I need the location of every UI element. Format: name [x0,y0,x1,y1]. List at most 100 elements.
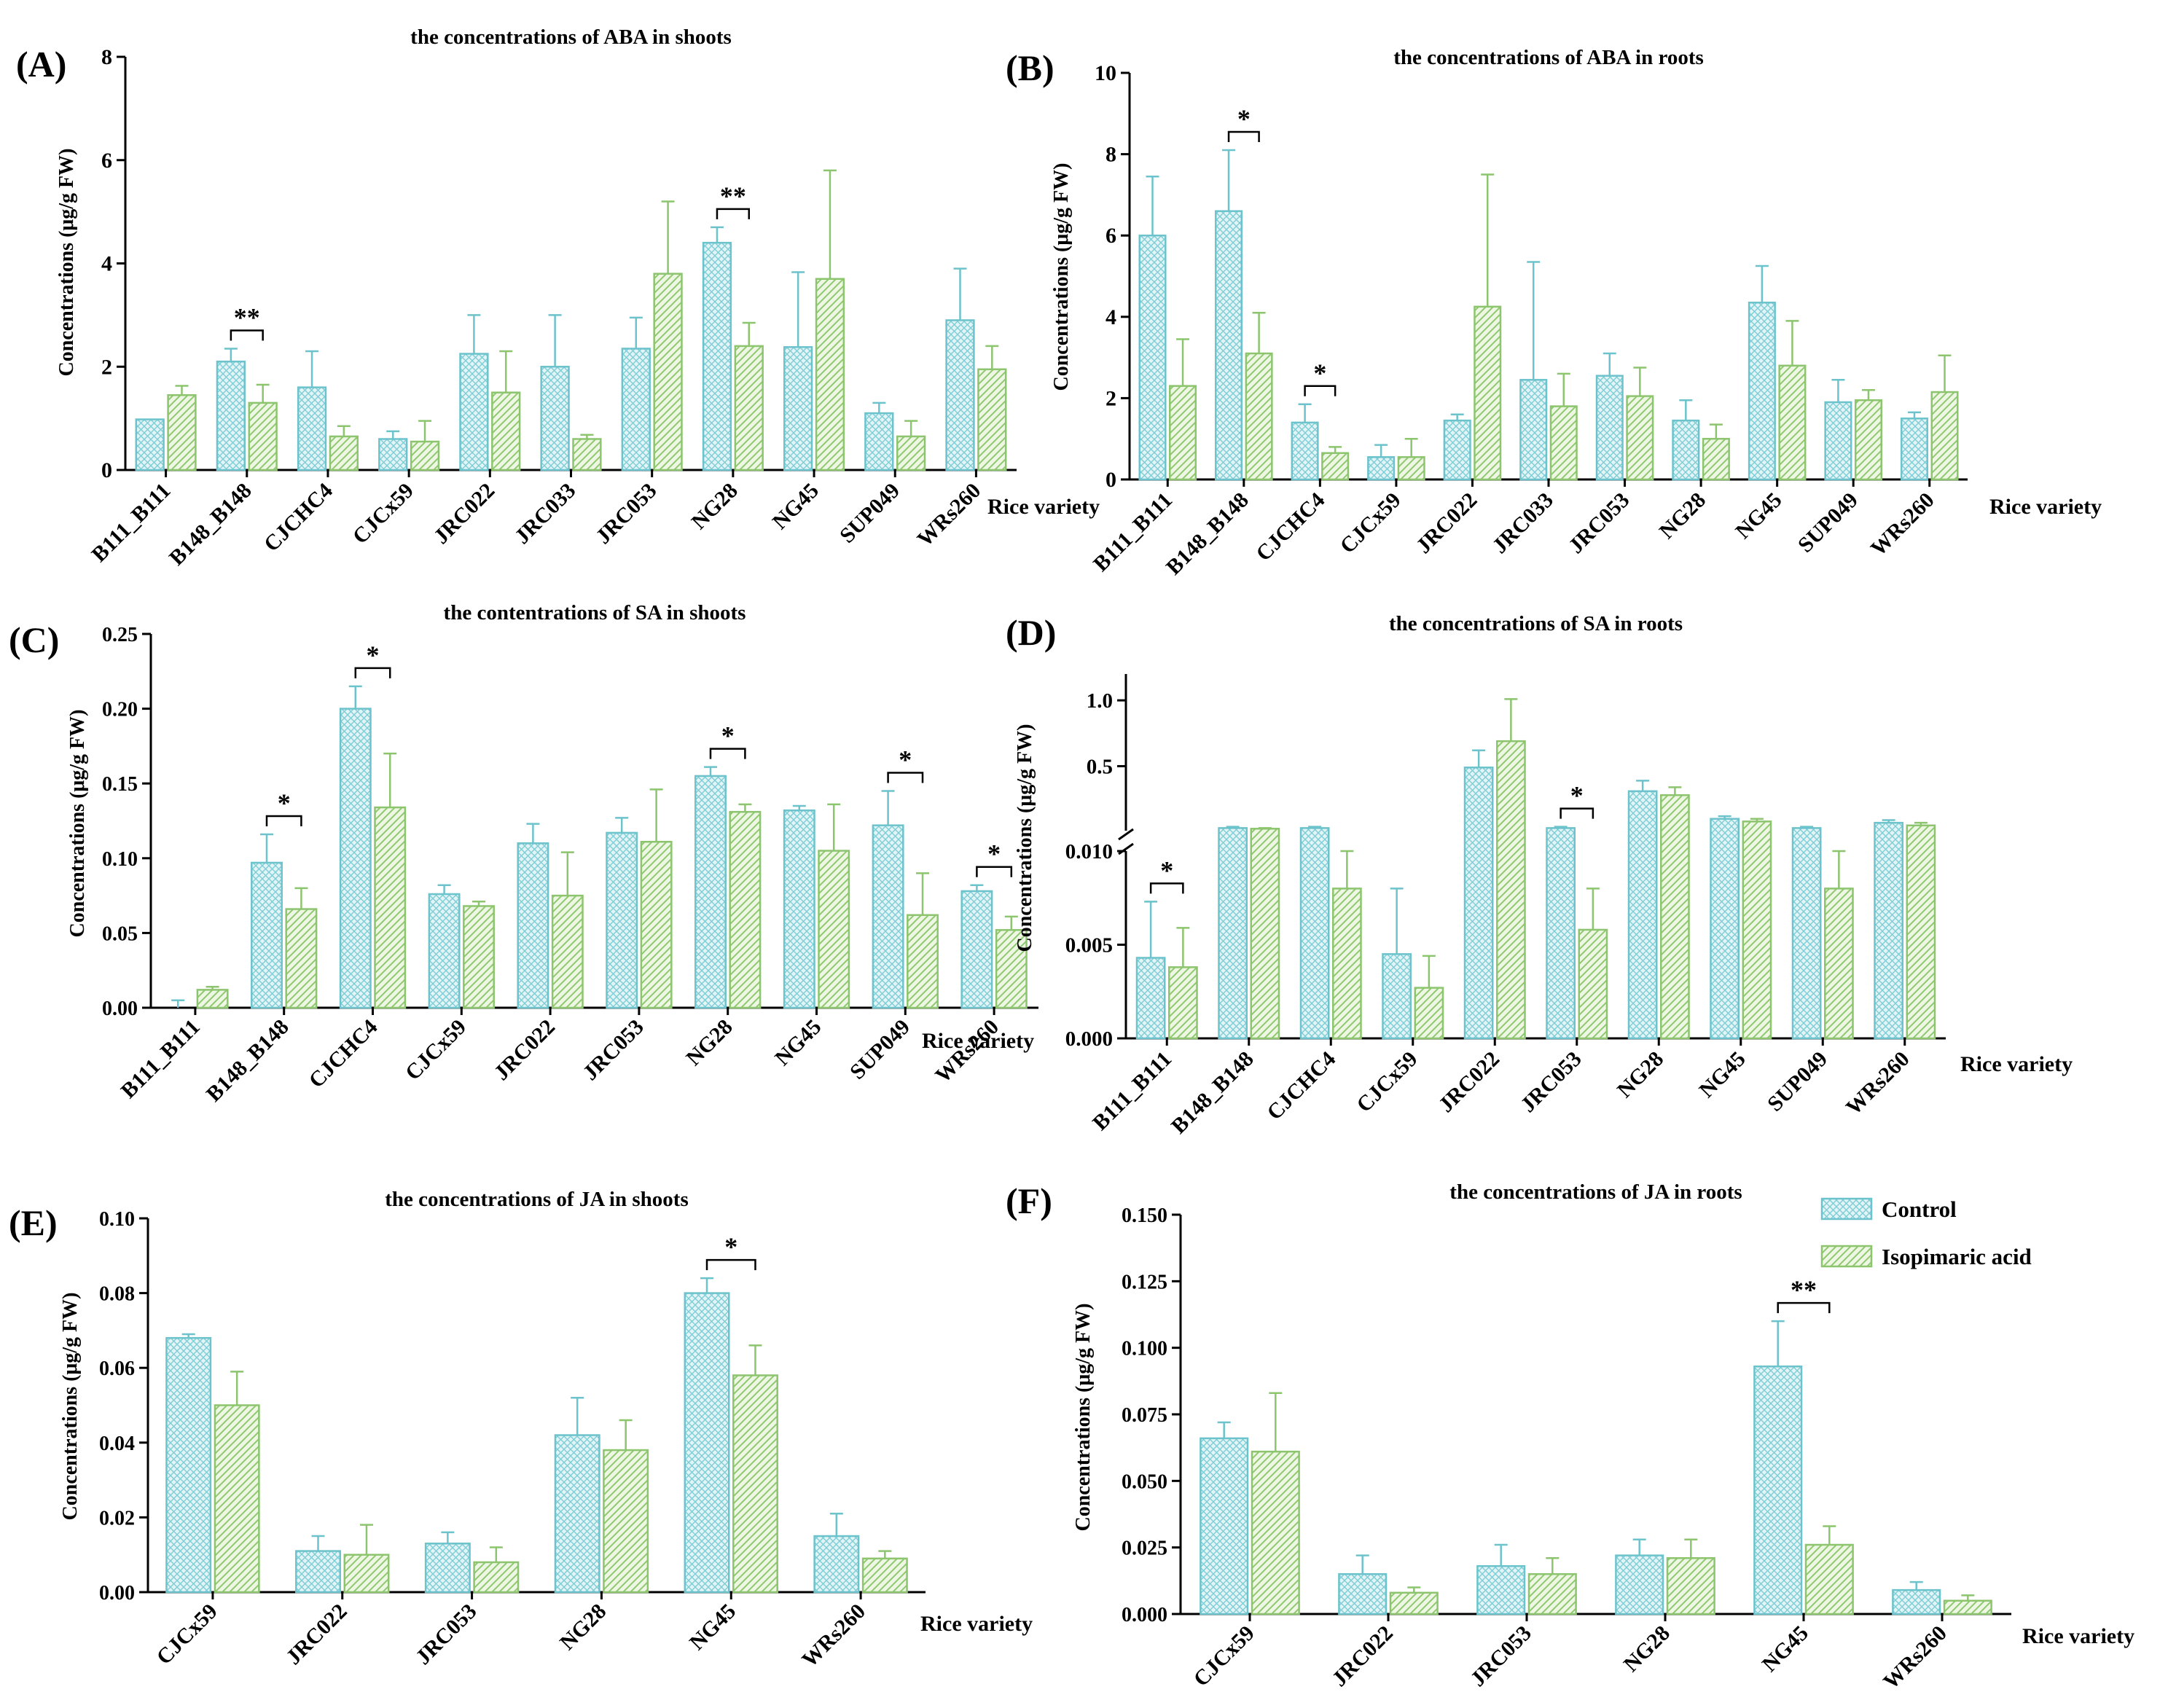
significance-marker: ** [720,181,746,211]
y-tick-label: 0.050 [1122,1470,1167,1493]
y-tick-label: 0.04 [99,1433,135,1455]
x-axis-label: Rice variety [1960,1052,2073,1076]
bar-control [540,366,570,471]
category-label: WRs260 [797,1599,870,1672]
bar-isopimaric-acid [1389,1591,1439,1615]
significance-bracket [265,815,302,826]
category-label: B111_B111 [117,1015,205,1103]
bar-control [1382,953,1412,1040]
bar-control [216,360,246,471]
bar-isopimaric-acid [1804,1543,1854,1615]
category-label: CJCx59 [1335,488,1405,558]
x-axis-label: Rice variety [1989,495,2102,519]
bar-control [1338,1572,1388,1615]
category-label: JRC033 [1488,488,1558,558]
bar-isopimaric-acid [1474,305,1502,481]
y-tick-label: 0.075 [1122,1404,1167,1427]
significance-bracket [1304,385,1337,396]
bar-isopimaric-acid [653,273,683,471]
y-tick-label: 2 [101,355,112,379]
category-label: CJCx59 [348,479,418,549]
bar-isopimaric-acid [167,393,197,471]
bar-isopimaric-acid [491,391,521,471]
bar-isopimaric-acid [473,1561,520,1594]
y-tick-label: 10 [1095,61,1116,85]
significance-bracket [887,772,924,783]
bar-isopimaric-acid [818,850,850,1009]
y-tick-label: 0.10 [99,1208,135,1231]
bar-control [517,842,549,1009]
bar-isopimaric-acid [463,905,495,1009]
significance-bracket [1777,1301,1831,1314]
bar-isopimaric-acid [1626,395,1654,481]
panel-f: (F) the concentrations of JA in roots Conc… [1006,1180,2134,1694]
category-label: NG28 [555,1599,611,1655]
panel-e: (E) the concentrations of JA in shoots Con… [9,1188,1033,1672]
y-tick-label: 0.125 [1122,1271,1167,1293]
y-tick-label: 0 [101,458,112,482]
category-label: NG45 [1694,1047,1750,1102]
bar-isopimaric-acid [734,345,764,471]
bar-isopimaric-acid [861,1557,908,1594]
bar-control [135,418,165,471]
bar-control [1900,418,1928,481]
category-label: WRs260 [1866,488,1939,561]
panel-label: (C) [9,619,59,660]
category-label: CJCx59 [152,1599,222,1669]
significance-marker: * [899,745,912,774]
significance-bracket [230,329,264,341]
category-label: WRs260 [1879,1621,1952,1694]
panel-label: (B) [1006,47,1054,88]
bar-isopimaric-acid [1414,987,1444,1040]
significance-marker: ** [1791,1275,1817,1304]
bar-control [702,241,732,471]
chart-title: the concentrations of JA in shoots [385,1188,688,1211]
bar-control [1791,827,1822,1040]
bar-isopimaric-acid [907,914,939,1009]
category-label: B148_B148 [165,479,257,571]
panel-b: (B) the concentrations of ABA in roots Con… [987,46,2102,580]
bar-control [297,386,327,471]
bar-isopimaric-acid [1321,452,1350,481]
significance-marker: * [367,640,380,670]
category-label: NG45 [770,1015,826,1070]
category-label: SUP049 [1763,1047,1832,1116]
bar-control [295,1550,341,1594]
bar-isopimaric-acid [1854,399,1882,481]
panel-label: (A) [16,44,66,85]
x-axis-label: Rice variety [920,1612,1033,1636]
significance-marker: * [1313,359,1326,388]
panel-label: (D) [1006,612,1056,653]
category-label: JRC053 [1466,1621,1536,1691]
legend: Control Isopimaric acid [1820,1196,2032,1269]
bar-isopimaric-acid [1496,740,1526,1040]
category-label: NG45 [685,1599,740,1655]
legend-label-control: Control [1882,1196,1957,1222]
y-tick-label: 0.100 [1122,1338,1167,1360]
y-tick-label: 0.05 [102,922,138,945]
category-label: NG45 [1731,488,1786,544]
significance-marker: * [1570,781,1584,810]
category-label: JRC053 [591,479,661,549]
category-label: JRC053 [578,1015,648,1085]
bar-control [1299,827,1330,1040]
bar-control [1748,302,1776,481]
significance-bracket [1560,807,1594,819]
bar-isopimaric-acid [1549,405,1578,481]
legend-label-isopimaric-acid: Isopimaric acid [1882,1244,2032,1269]
bar-isopimaric-acid [1943,1599,1992,1615]
category-label: SUP049 [835,479,904,548]
y-tick-label: 0.010 [1065,840,1113,863]
bar-control [1595,375,1624,481]
panel-a: (A) the concentrations of ABA in shoots Co… [16,26,1017,571]
y-tick-label: 0.25 [102,624,138,646]
significance-marker: * [1160,855,1173,885]
y-tick-label: 0.15 [102,773,138,796]
bar-isopimaric-acid [374,806,407,1009]
bar-control [621,348,651,471]
legend-swatch-isopimaric-acid [1820,1245,1873,1268]
y-tick-label: 8 [1106,143,1116,167]
bar-isopimaric-acid [603,1449,649,1594]
bar-control [813,1535,860,1594]
